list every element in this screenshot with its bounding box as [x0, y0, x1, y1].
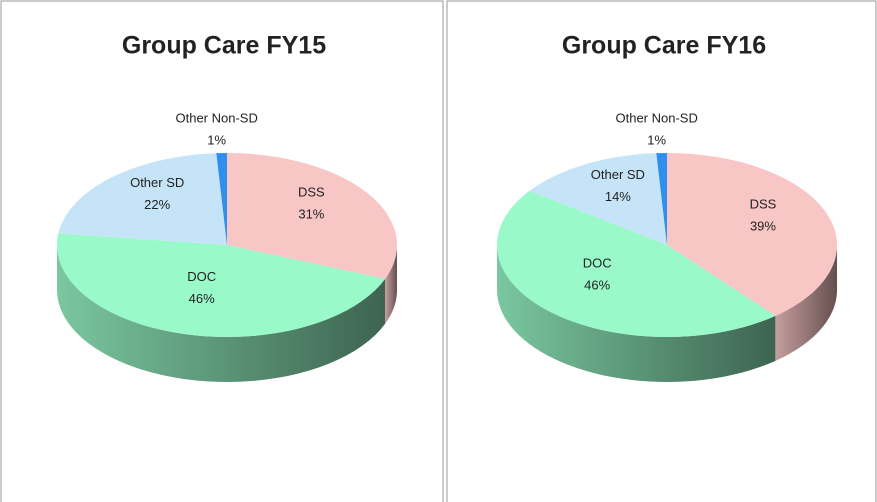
data-label-name: DSS	[298, 184, 325, 199]
pie-slice	[667, 153, 837, 316]
data-label-value: 22%	[144, 197, 170, 212]
slice-side	[775, 245, 837, 361]
pie-slice	[216, 153, 227, 245]
data-label-value: 46%	[584, 278, 610, 293]
data-label-name: DSS	[750, 197, 777, 212]
data-label-value: 1%	[647, 132, 666, 147]
data-label-name: Other Non-SD	[175, 110, 257, 125]
data-label-value: 14%	[605, 189, 631, 204]
pie-slice	[497, 190, 776, 337]
slice-side	[57, 245, 386, 382]
panel-border	[0, 0, 444, 502]
pie-slice	[656, 153, 667, 245]
chart-title: Group Care FY15	[122, 32, 326, 60]
data-label-name: Other Non-SD	[615, 110, 697, 125]
data-label-name: Other SD	[130, 175, 184, 190]
data-label-name: DOC	[583, 256, 612, 271]
data-label-name: Other SD	[591, 167, 645, 182]
pie-slice	[529, 153, 667, 245]
data-label-value: 31%	[298, 206, 324, 221]
data-label-value: 1%	[207, 132, 226, 147]
chart-title: Group Care FY16	[562, 32, 766, 60]
data-label-name: DOC	[187, 269, 216, 284]
pie-slice	[56, 233, 386, 337]
slice-side	[385, 245, 397, 324]
pie-slice	[58, 153, 227, 245]
pie-slice	[227, 153, 397, 279]
slice-side	[497, 245, 776, 382]
panel-border	[446, 0, 877, 502]
data-label-value: 39%	[750, 219, 776, 234]
data-label-value: 46%	[189, 291, 215, 306]
